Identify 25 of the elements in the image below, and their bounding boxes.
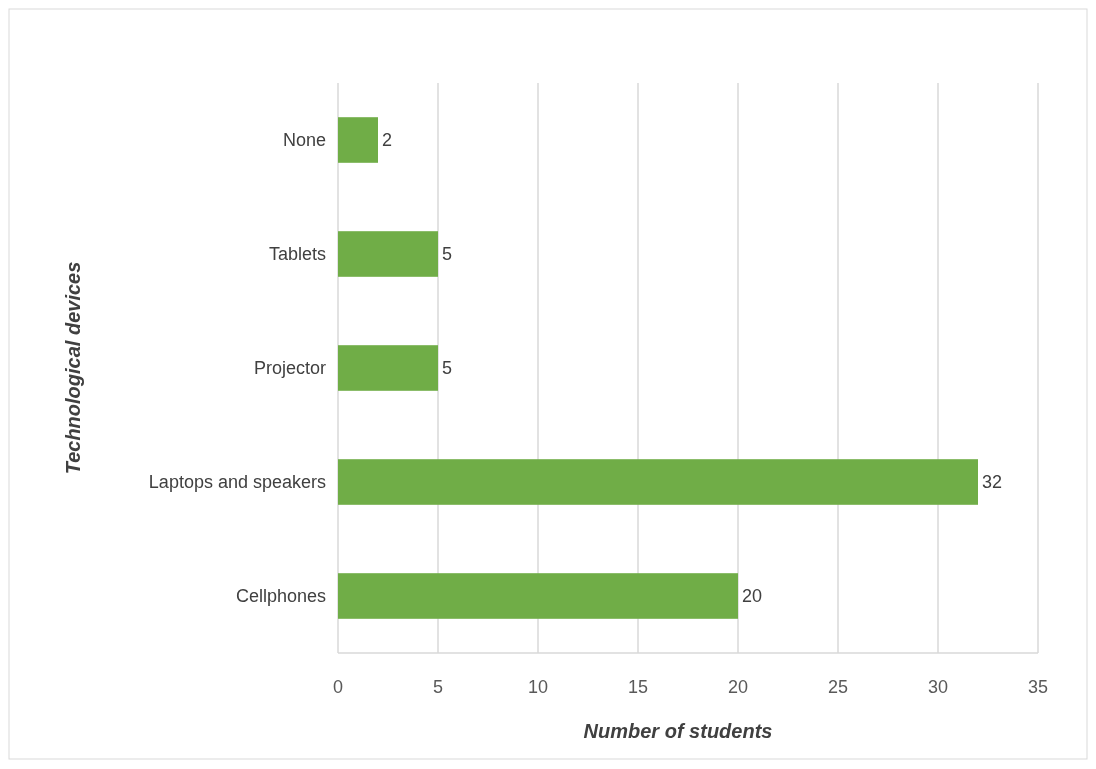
data-label: 2 <box>382 130 393 150</box>
x-tick-label: 15 <box>627 677 649 697</box>
bar <box>338 117 378 163</box>
x-tick-label: 5 <box>432 677 444 697</box>
data-label: 32 <box>982 472 1003 492</box>
data-label: 5 <box>442 358 453 378</box>
y-axis-title: Technological devices <box>62 261 84 475</box>
y-tick-label: None <box>282 130 326 150</box>
bar <box>338 231 438 277</box>
y-tick-label: Cellphones <box>235 586 326 606</box>
bar <box>338 573 738 619</box>
x-tick-label: 0 <box>332 677 344 697</box>
x-tick-label: 10 <box>527 677 549 697</box>
y-tick-label: Projector <box>253 358 326 378</box>
x-tick-label: 30 <box>927 677 949 697</box>
bar <box>338 459 978 505</box>
data-label: 20 <box>742 586 763 606</box>
x-tick-label: 25 <box>827 677 849 697</box>
y-tick-label: Laptops and speakers <box>148 472 326 492</box>
x-tick-label: 20 <box>727 677 749 697</box>
data-label: 5 <box>442 244 453 264</box>
bar <box>338 345 438 391</box>
y-tick-label: Tablets <box>268 244 326 264</box>
x-axis-title: Number of students <box>583 720 773 742</box>
x-tick-label: 35 <box>1027 677 1049 697</box>
